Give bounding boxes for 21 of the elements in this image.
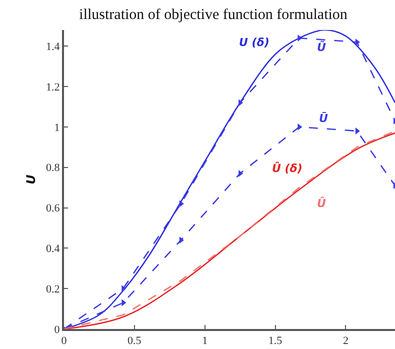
y-tick-label: 0: [54, 324, 60, 336]
y-tick-label: 0.2: [46, 283, 60, 296]
y-tick-label: 1: [54, 122, 60, 134]
x-tick-label: 1: [202, 335, 208, 348]
y-tick-label: 1.2: [46, 81, 60, 94]
series-label: U (δ): [239, 36, 270, 49]
y-tick-label: 0.6: [46, 202, 60, 215]
y-axis-title: U: [24, 174, 38, 184]
series-label: Û (δ): [272, 161, 302, 175]
y-tick-label: 0.4: [46, 243, 60, 256]
series-label: Ũ: [317, 40, 326, 54]
y-tick-label: 1.4: [46, 41, 60, 54]
x-tick-label: 1.5: [268, 335, 283, 348]
point: [355, 128, 360, 134]
series-label: Ū: [319, 111, 328, 125]
y-tick-label: 0.8: [46, 162, 60, 174]
chart-title: illustration of objective function formulation: [79, 7, 348, 24]
point: [298, 124, 302, 130]
x-tick-label: 2: [342, 335, 348, 348]
x-tick-label: 0.5: [128, 335, 142, 348]
series-label: Û: [317, 196, 326, 210]
